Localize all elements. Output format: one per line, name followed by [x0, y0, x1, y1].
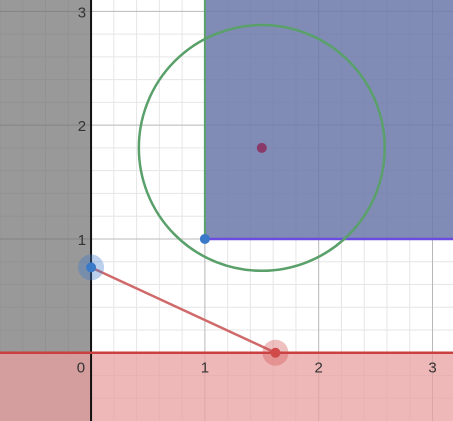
x-tick-label-0: 0 — [77, 360, 85, 377]
y-tick-label-2: 2 — [78, 118, 86, 135]
x-tick-label-3: 3 — [428, 360, 436, 377]
x-tick-label-2: 2 — [315, 360, 323, 377]
red-half-plane — [0, 353, 453, 421]
point-center[interactable] — [257, 143, 267, 153]
point-corner[interactable] — [200, 234, 210, 244]
blue-region — [205, 0, 453, 239]
point-draggable-a[interactable] — [86, 262, 96, 272]
x-tick-label-1: 1 — [201, 360, 209, 377]
point-draggable-b[interactable] — [270, 348, 280, 358]
segment-line — [91, 267, 275, 352]
y-tick-label-3: 3 — [78, 4, 86, 21]
y-tick-label-1: 1 — [78, 232, 86, 249]
